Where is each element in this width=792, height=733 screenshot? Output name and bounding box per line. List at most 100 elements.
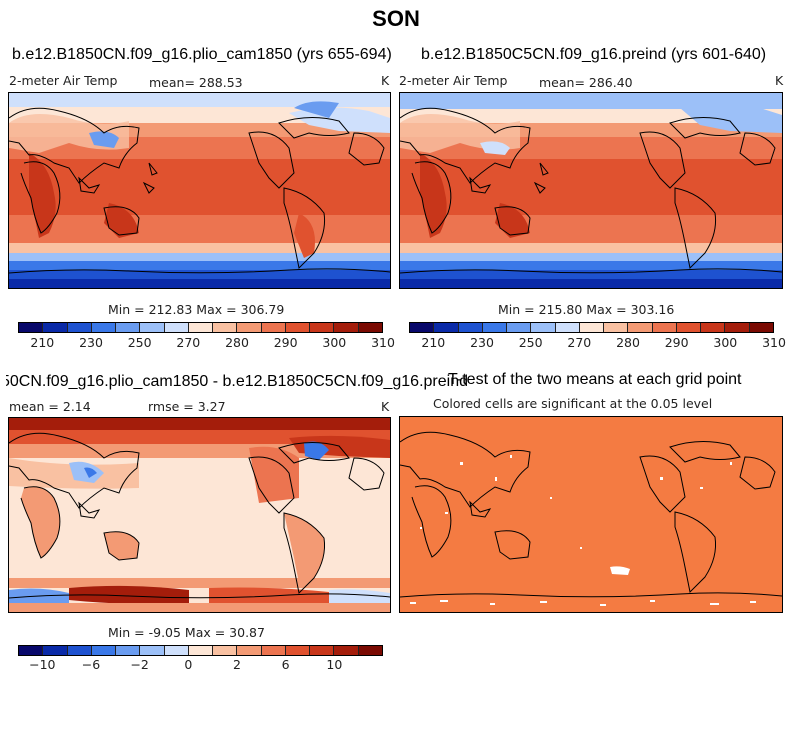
colorbar-tick-label: 290 <box>664 335 689 350</box>
units-label-top-left: K <box>381 73 390 88</box>
colorbar-swatch <box>19 646 44 655</box>
map-graphic-top-left <box>9 93 390 288</box>
colorbar-ticks-top-right: 210 230 250 270 280 290 300 310 <box>409 335 786 351</box>
colorbar-tick-label: 230 <box>79 335 103 350</box>
difference-map-bottom-left <box>8 417 391 613</box>
colorbar-top-right <box>409 322 774 333</box>
colorbar-swatch <box>237 646 262 655</box>
colorbar-swatch <box>749 323 773 332</box>
colorbar-swatch <box>140 646 165 655</box>
colorbar-tick-label: 270 <box>176 335 201 350</box>
colorbar-swatch <box>164 646 189 655</box>
subtitle-bottom-right: Colored cells are significant at the 0.0… <box>433 396 713 411</box>
colorbar-swatch <box>67 323 92 332</box>
colorbar-tick-label: 250 <box>127 335 152 350</box>
colorbar-tick-label: 310 <box>371 335 395 350</box>
colorbar-tick-label: 300 <box>322 335 347 350</box>
colorbar-swatch <box>43 646 68 655</box>
colorbar-swatch <box>67 646 92 655</box>
panel-title-bottom-left-text: b.e12.B1850CN.f09_g16.plio_cam1850 - b.e… <box>6 373 468 390</box>
colorbar-swatch <box>188 646 214 655</box>
temperature-map-top-right <box>399 92 783 289</box>
colorbar-swatch <box>358 323 382 332</box>
colorbar-swatch <box>334 646 359 655</box>
map-graphic-bottom-left <box>9 418 390 612</box>
colorbar-swatch <box>285 323 311 332</box>
colorbar-swatch <box>531 323 556 332</box>
colorbar-swatch <box>410 323 435 332</box>
colorbar-swatch <box>652 323 677 332</box>
mean-label-top-left: mean= 288.53 <box>149 75 243 90</box>
colorbar-swatch <box>19 323 44 332</box>
colorbar-swatch <box>701 323 726 332</box>
colorbar-top-left <box>18 322 383 333</box>
colorbar-tick-label: 10 <box>326 657 343 672</box>
mean-label-top-right: mean= 286.40 <box>539 75 633 90</box>
colorbar-swatch <box>628 323 653 332</box>
colorbar-swatch <box>140 323 165 332</box>
map-graphic-bottom-right <box>400 417 782 612</box>
colorbar-swatch <box>676 323 702 332</box>
colorbar-swatch <box>116 323 141 332</box>
mean-label-bottom-left: mean = 2.14 <box>9 399 91 414</box>
colorbar-swatch <box>358 646 382 655</box>
panel-title-top-right: b.e12.B1850C5CN.f09_g16.preind (yrs 601-… <box>421 46 767 63</box>
colorbar-swatch <box>604 323 629 332</box>
colorbar-tick-label: 280 <box>225 335 249 350</box>
colorbar-swatch <box>458 323 483 332</box>
panel-title-bottom-right: T-test of the two means at each grid poi… <box>448 371 742 388</box>
colorbar-swatch <box>237 323 262 332</box>
minmax-label-bottom-left: Min = -9.05 Max = 30.87 <box>108 625 265 640</box>
colorbar-tick-label: 290 <box>273 335 298 350</box>
rmse-label-bottom-left: rmse = 3.27 <box>148 399 226 414</box>
colorbar-swatch <box>285 646 311 655</box>
colorbar-tick-label: 2 <box>233 657 241 672</box>
colorbar-swatch <box>434 323 459 332</box>
colorbar-swatch <box>555 323 580 332</box>
colorbar-swatch <box>213 323 238 332</box>
colorbar-tick-label: 230 <box>470 335 494 350</box>
colorbar-swatch <box>334 323 359 332</box>
colorbar-tick-label: 210 <box>30 335 55 350</box>
panel-title-bottom-left: b.e12.B1850CN.f09_g16.plio_cam1850 - b.e… <box>6 373 468 391</box>
colorbar-swatch <box>261 646 286 655</box>
colorbar-tick-label: 280 <box>616 335 640 350</box>
ttest-map-bottom-right <box>399 416 783 613</box>
colorbar-swatch <box>261 323 286 332</box>
colorbar-ticks-top-left: 210 230 250 270 280 290 300 310 <box>18 335 395 351</box>
colorbar-swatch <box>91 323 117 332</box>
colorbar-tick-label: 310 <box>762 335 786 350</box>
panel-title-top-left: b.e12.B1850CN.f09_g16.plio_cam1850 (yrs … <box>12 46 392 63</box>
variable-label-top-right: 2-meter Air Temp <box>399 73 508 88</box>
colorbar-tick-label: 250 <box>518 335 543 350</box>
colorbar-swatch <box>188 323 214 332</box>
colorbar-swatch <box>507 323 532 332</box>
colorbar-swatch <box>43 323 68 332</box>
colorbar-tick-label: 0 <box>184 657 193 672</box>
colorbar-swatch <box>310 323 335 332</box>
colorbar-ticks-bottom-left: −10 −6 −2 0 2 6 10 <box>18 657 383 673</box>
colorbar-swatch <box>579 323 605 332</box>
minmax-label-top-left: Min = 212.83 Max = 306.79 <box>108 302 285 317</box>
colorbar-swatch <box>91 646 117 655</box>
colorbar-swatch <box>310 646 335 655</box>
colorbar-tick-label: −6 <box>81 657 101 672</box>
minmax-label-top-right: Min = 215.80 Max = 303.16 <box>498 302 675 317</box>
colorbar-tick-label: 300 <box>713 335 738 350</box>
units-label-bottom-left: K <box>381 399 390 414</box>
units-label-top-right: K <box>775 73 784 88</box>
colorbar-swatch <box>116 646 141 655</box>
colorbar-tick-label: 210 <box>421 335 446 350</box>
colorbar-swatch <box>213 646 238 655</box>
colorbar-swatch <box>725 323 750 332</box>
colorbar-tick-label: 270 <box>567 335 592 350</box>
colorbar-tick-label: −2 <box>130 657 149 672</box>
figure-title: SON <box>372 6 420 31</box>
colorbar-swatch <box>164 323 189 332</box>
colorbar-swatch <box>482 323 508 332</box>
temperature-map-top-left <box>8 92 391 289</box>
variable-label-top-left: 2-meter Air Temp <box>9 73 118 88</box>
colorbar-tick-label: 6 <box>281 657 290 672</box>
map-graphic-top-right <box>400 93 782 288</box>
colorbar-bottom-left <box>18 645 383 656</box>
